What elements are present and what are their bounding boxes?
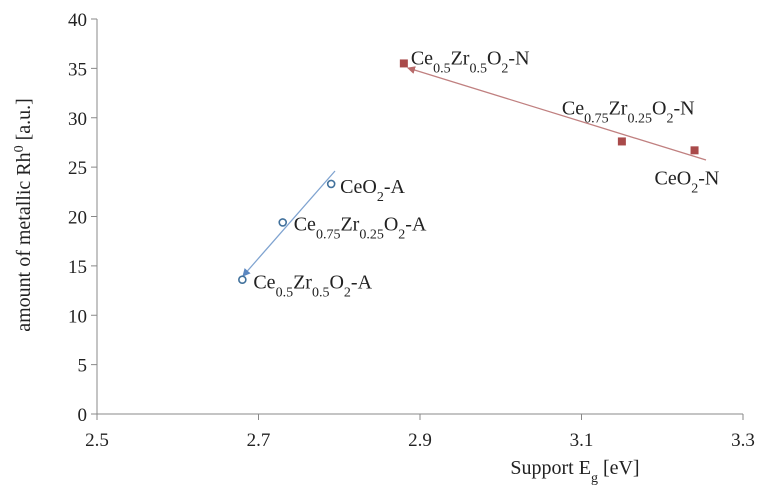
text-part: Ce	[562, 97, 584, 119]
point	[278, 218, 288, 227]
point-label: Ce0.5Zr0.5O2-A	[253, 272, 372, 301]
subscript: 2	[691, 181, 698, 196]
x-tick-label: 2.7	[247, 430, 271, 451]
point	[399, 59, 408, 68]
subscript: 2	[666, 111, 673, 126]
x-tick-label: 2.9	[408, 430, 432, 451]
subscript: 0.75	[316, 227, 341, 242]
text-part: O	[487, 47, 501, 69]
y-axis-label: amount of metallic Rh0 [a.u.]	[12, 98, 36, 332]
x-tick-label: 2.5	[85, 430, 109, 451]
text-part: Zr	[451, 47, 470, 69]
text-part: -N	[673, 97, 694, 119]
text-part: Ce	[411, 47, 433, 69]
point-label: CeO2-N	[655, 167, 720, 196]
subscript: 0.5	[312, 285, 330, 300]
x-tick-label: 3.3	[731, 430, 755, 451]
y-tick-label: 40	[68, 10, 87, 31]
text-part: CeO	[340, 176, 377, 198]
subscript: 2	[501, 61, 508, 76]
point-label: CeO2-A	[340, 176, 405, 205]
point-label: Ce0.75Zr0.25O2-A	[294, 213, 427, 242]
trend-arrow	[407, 66, 707, 161]
text-part: Zr	[340, 213, 359, 235]
text-part: O	[329, 272, 343, 294]
trend-arrow	[242, 170, 336, 277]
point-label: Ce0.75Zr0.25O2-N	[562, 97, 695, 126]
y-tick-label: 0	[78, 405, 88, 426]
subscript: 2	[398, 227, 405, 242]
point-label: Ce0.5Zr0.5O2-N	[411, 47, 530, 76]
text-part: Support E	[510, 457, 591, 479]
subscript: 0.75	[584, 111, 609, 126]
y-tick-label: 5	[78, 356, 88, 377]
point	[238, 275, 247, 285]
subscript: 0.5	[276, 285, 294, 300]
point	[326, 179, 336, 189]
text-part: O	[652, 97, 666, 119]
text-part: amount of metallic Rh	[13, 152, 35, 331]
text-part: [eV]	[598, 457, 640, 479]
y-tick-label: 25	[68, 158, 87, 179]
subscript: 0.5	[469, 61, 487, 76]
text-part: CeO	[655, 167, 692, 189]
text-part: -N	[508, 47, 529, 69]
text-part: -A	[405, 213, 427, 235]
text-part: -A	[351, 272, 373, 294]
subscript: 2	[377, 189, 384, 204]
text-part: -N	[698, 167, 719, 189]
subscript: g	[591, 471, 598, 486]
y-tick-label: 15	[68, 257, 87, 278]
y-tick-label: 10	[68, 306, 87, 327]
text-part: -A	[384, 176, 406, 198]
x-tick-label: 3.1	[570, 430, 594, 451]
text-part: Zr	[609, 97, 628, 119]
text-part: Ce	[253, 272, 275, 294]
x-axis-label: Support Eg [eV]	[510, 457, 639, 486]
subscript: 0.5	[433, 61, 451, 76]
y-tick-label: 30	[68, 109, 87, 130]
text-part: Zr	[293, 272, 312, 294]
y-tick-label: 35	[68, 59, 87, 80]
text-part: [a.u.]	[13, 98, 35, 145]
subscript: 0.25	[359, 227, 384, 242]
subscript: 0.25	[627, 111, 652, 126]
point	[617, 137, 626, 146]
text-part: Ce	[294, 213, 316, 235]
subscript: 2	[344, 285, 351, 300]
point	[690, 146, 699, 155]
y-tick-label: 20	[68, 208, 87, 229]
text-part: O	[384, 213, 398, 235]
superscript: 0	[12, 145, 27, 152]
